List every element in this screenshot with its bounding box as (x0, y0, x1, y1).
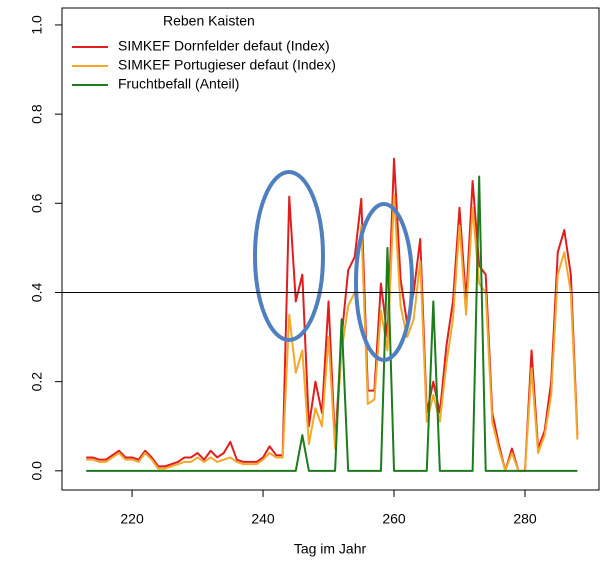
series-line (86, 157, 579, 472)
highlight-ellipse (354, 202, 414, 362)
x-axis-label: Tag im Jahr (294, 541, 367, 557)
x-tick-label: 280 (513, 511, 537, 527)
legend-label: SIMKEF Portugieser defaut (Index) (118, 57, 336, 73)
legend-label: Fruchtbefall (Anteil) (118, 76, 239, 92)
x-tick-label: 260 (382, 511, 406, 527)
legend-label: SIMKEF Dornfelder defaut (Index) (118, 38, 330, 54)
series-line (86, 193, 579, 472)
x-tick-label: 220 (120, 511, 144, 527)
legend-title: Reben Kaisten (163, 13, 255, 29)
y-tick-label: 0.0 (29, 461, 45, 481)
series-line (86, 175, 578, 472)
plot-frame (61, 7, 600, 491)
y-tick-label: 0.8 (29, 104, 45, 124)
y-tick-label: 0.2 (29, 372, 45, 392)
y-tick-label: 0.6 (29, 193, 45, 213)
highlight-ellipse (253, 170, 325, 342)
x-tick-label: 240 (251, 511, 275, 527)
y-tick-label: 1.0 (29, 15, 45, 35)
y-tick-label: 0.4 (29, 283, 45, 303)
